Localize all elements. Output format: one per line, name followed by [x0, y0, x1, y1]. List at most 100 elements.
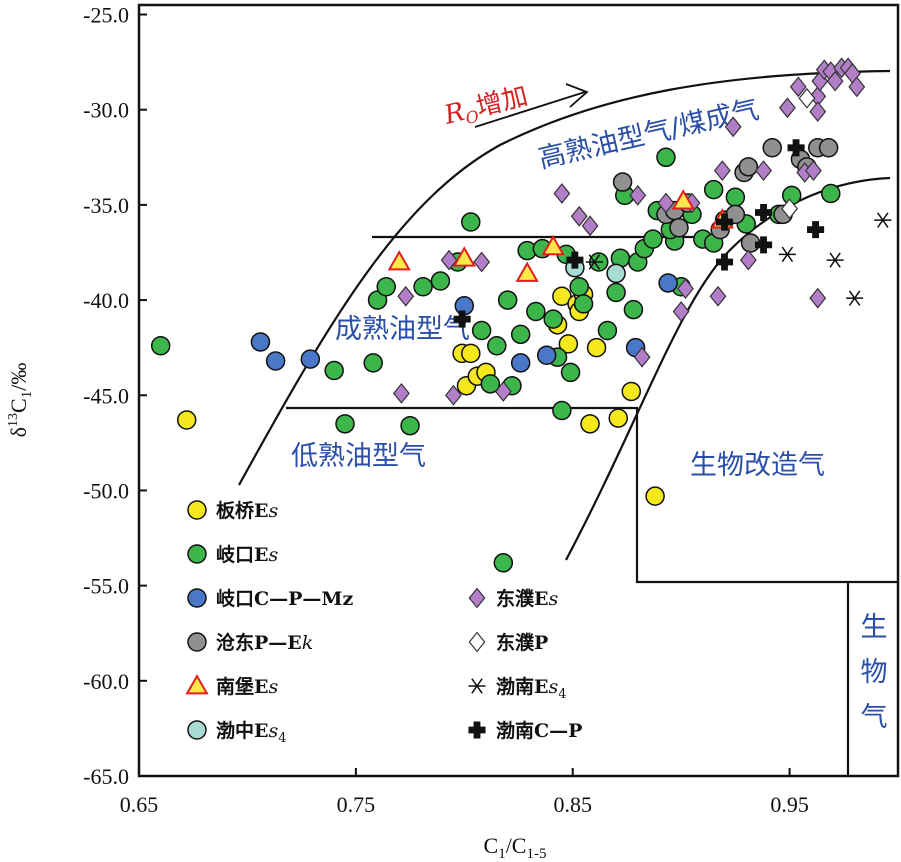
data-point	[608, 408, 629, 428]
legend-marker	[187, 720, 207, 740]
legend-item: 板桥Es	[187, 499, 278, 522]
data-point	[471, 320, 492, 341]
series-diamond-open	[781, 87, 816, 220]
data-point	[809, 101, 827, 123]
data-point	[392, 382, 410, 404]
legend-item: 岐口Es	[187, 544, 278, 566]
data-point	[387, 250, 411, 271]
data-point	[413, 276, 433, 297]
data-point	[494, 381, 512, 402]
legend-item: 沧东P—Ek	[187, 631, 313, 654]
data-point	[669, 217, 689, 238]
legend-label: 东濮P	[496, 631, 548, 654]
data-point	[445, 384, 462, 406]
data-point	[541, 234, 565, 256]
y-tick-label: -60.0	[83, 669, 129, 694]
ro-arrow: RO增加	[440, 81, 589, 133]
y-tick-label: -50.0	[83, 478, 129, 503]
data-point	[778, 246, 796, 263]
data-point	[846, 290, 864, 306]
legend-label: 渤南Es4	[496, 675, 567, 702]
data-point	[566, 251, 584, 269]
data-point	[754, 236, 773, 254]
data-point	[569, 276, 589, 297]
data-point	[606, 282, 626, 303]
data-point	[826, 252, 844, 268]
data-point	[826, 70, 844, 92]
data-point	[515, 261, 539, 282]
series-triangle	[387, 189, 734, 282]
data-point	[510, 324, 531, 345]
series-asterisk	[585, 212, 892, 306]
data-point	[497, 290, 518, 310]
x-tick-label: 0.85	[553, 792, 592, 817]
data-point	[709, 285, 727, 307]
data-point	[452, 246, 476, 267]
data-point	[552, 286, 572, 307]
series-cross	[453, 139, 825, 328]
data-point	[150, 336, 171, 356]
legend-label: 渤南C—P	[496, 719, 582, 742]
y-tick-label: -35.0	[83, 193, 129, 218]
data-point	[560, 362, 581, 383]
y-axis-title-text: δ13C1/‰	[6, 363, 35, 438]
ro-arrow-head	[565, 83, 589, 108]
legend-marker	[187, 588, 207, 608]
data-point	[558, 334, 579, 354]
data-point	[461, 212, 481, 232]
data-point	[807, 221, 825, 239]
y-tick-label: -25.0	[83, 3, 129, 28]
legend-label: 南堡Es	[216, 675, 278, 698]
data-point	[440, 249, 458, 271]
data-point	[510, 353, 531, 373]
legend-label: 板桥Es	[216, 499, 278, 522]
data-point	[805, 160, 822, 182]
data-point	[300, 349, 321, 369]
legend-item: 东濮P	[468, 631, 548, 654]
data-point	[397, 285, 415, 307]
data-point	[553, 183, 571, 204]
data-point	[461, 343, 481, 364]
data-point	[643, 229, 663, 249]
data-point	[677, 278, 694, 300]
data-point	[645, 486, 665, 506]
data-point	[848, 76, 866, 98]
data-point	[715, 213, 734, 231]
ro-arrow-label: RO增加	[440, 81, 531, 133]
data-point	[809, 287, 827, 309]
data-point	[713, 160, 731, 182]
boundary-upper-curve	[238, 69, 891, 486]
data-point	[585, 254, 603, 270]
legend-marker	[468, 587, 486, 609]
legend-marker	[187, 632, 207, 652]
data-point	[821, 183, 841, 204]
data-point	[265, 351, 286, 371]
data-point	[363, 353, 383, 373]
legend-item: 渤南C—P	[468, 719, 582, 742]
legend-item: 渤中Es4	[187, 719, 287, 746]
legend-label: 渤中Es4	[216, 719, 287, 746]
data-point	[703, 179, 724, 200]
data-point	[621, 381, 642, 402]
data-point	[787, 139, 805, 157]
data-point	[715, 253, 734, 271]
legend-item: 岐口C—P—Mz	[187, 588, 353, 610]
data-point	[430, 271, 451, 291]
data-point	[657, 192, 675, 214]
data-point	[798, 87, 816, 109]
data-point	[818, 138, 839, 158]
data-point	[543, 309, 563, 329]
data-point	[789, 76, 807, 98]
data-point	[536, 345, 557, 366]
data-point	[778, 97, 796, 119]
y-tick-label: -30.0	[83, 98, 129, 123]
region-label-mature: 成熟油型气	[335, 314, 470, 345]
data-point	[672, 301, 690, 322]
legend-marker	[468, 631, 486, 653]
data-point	[581, 215, 599, 237]
legend-label: 东濮Es	[496, 587, 558, 610]
y-axis-title: δ13C1/‰	[6, 363, 35, 438]
data-point	[586, 337, 607, 358]
legend-marker	[187, 500, 207, 520]
